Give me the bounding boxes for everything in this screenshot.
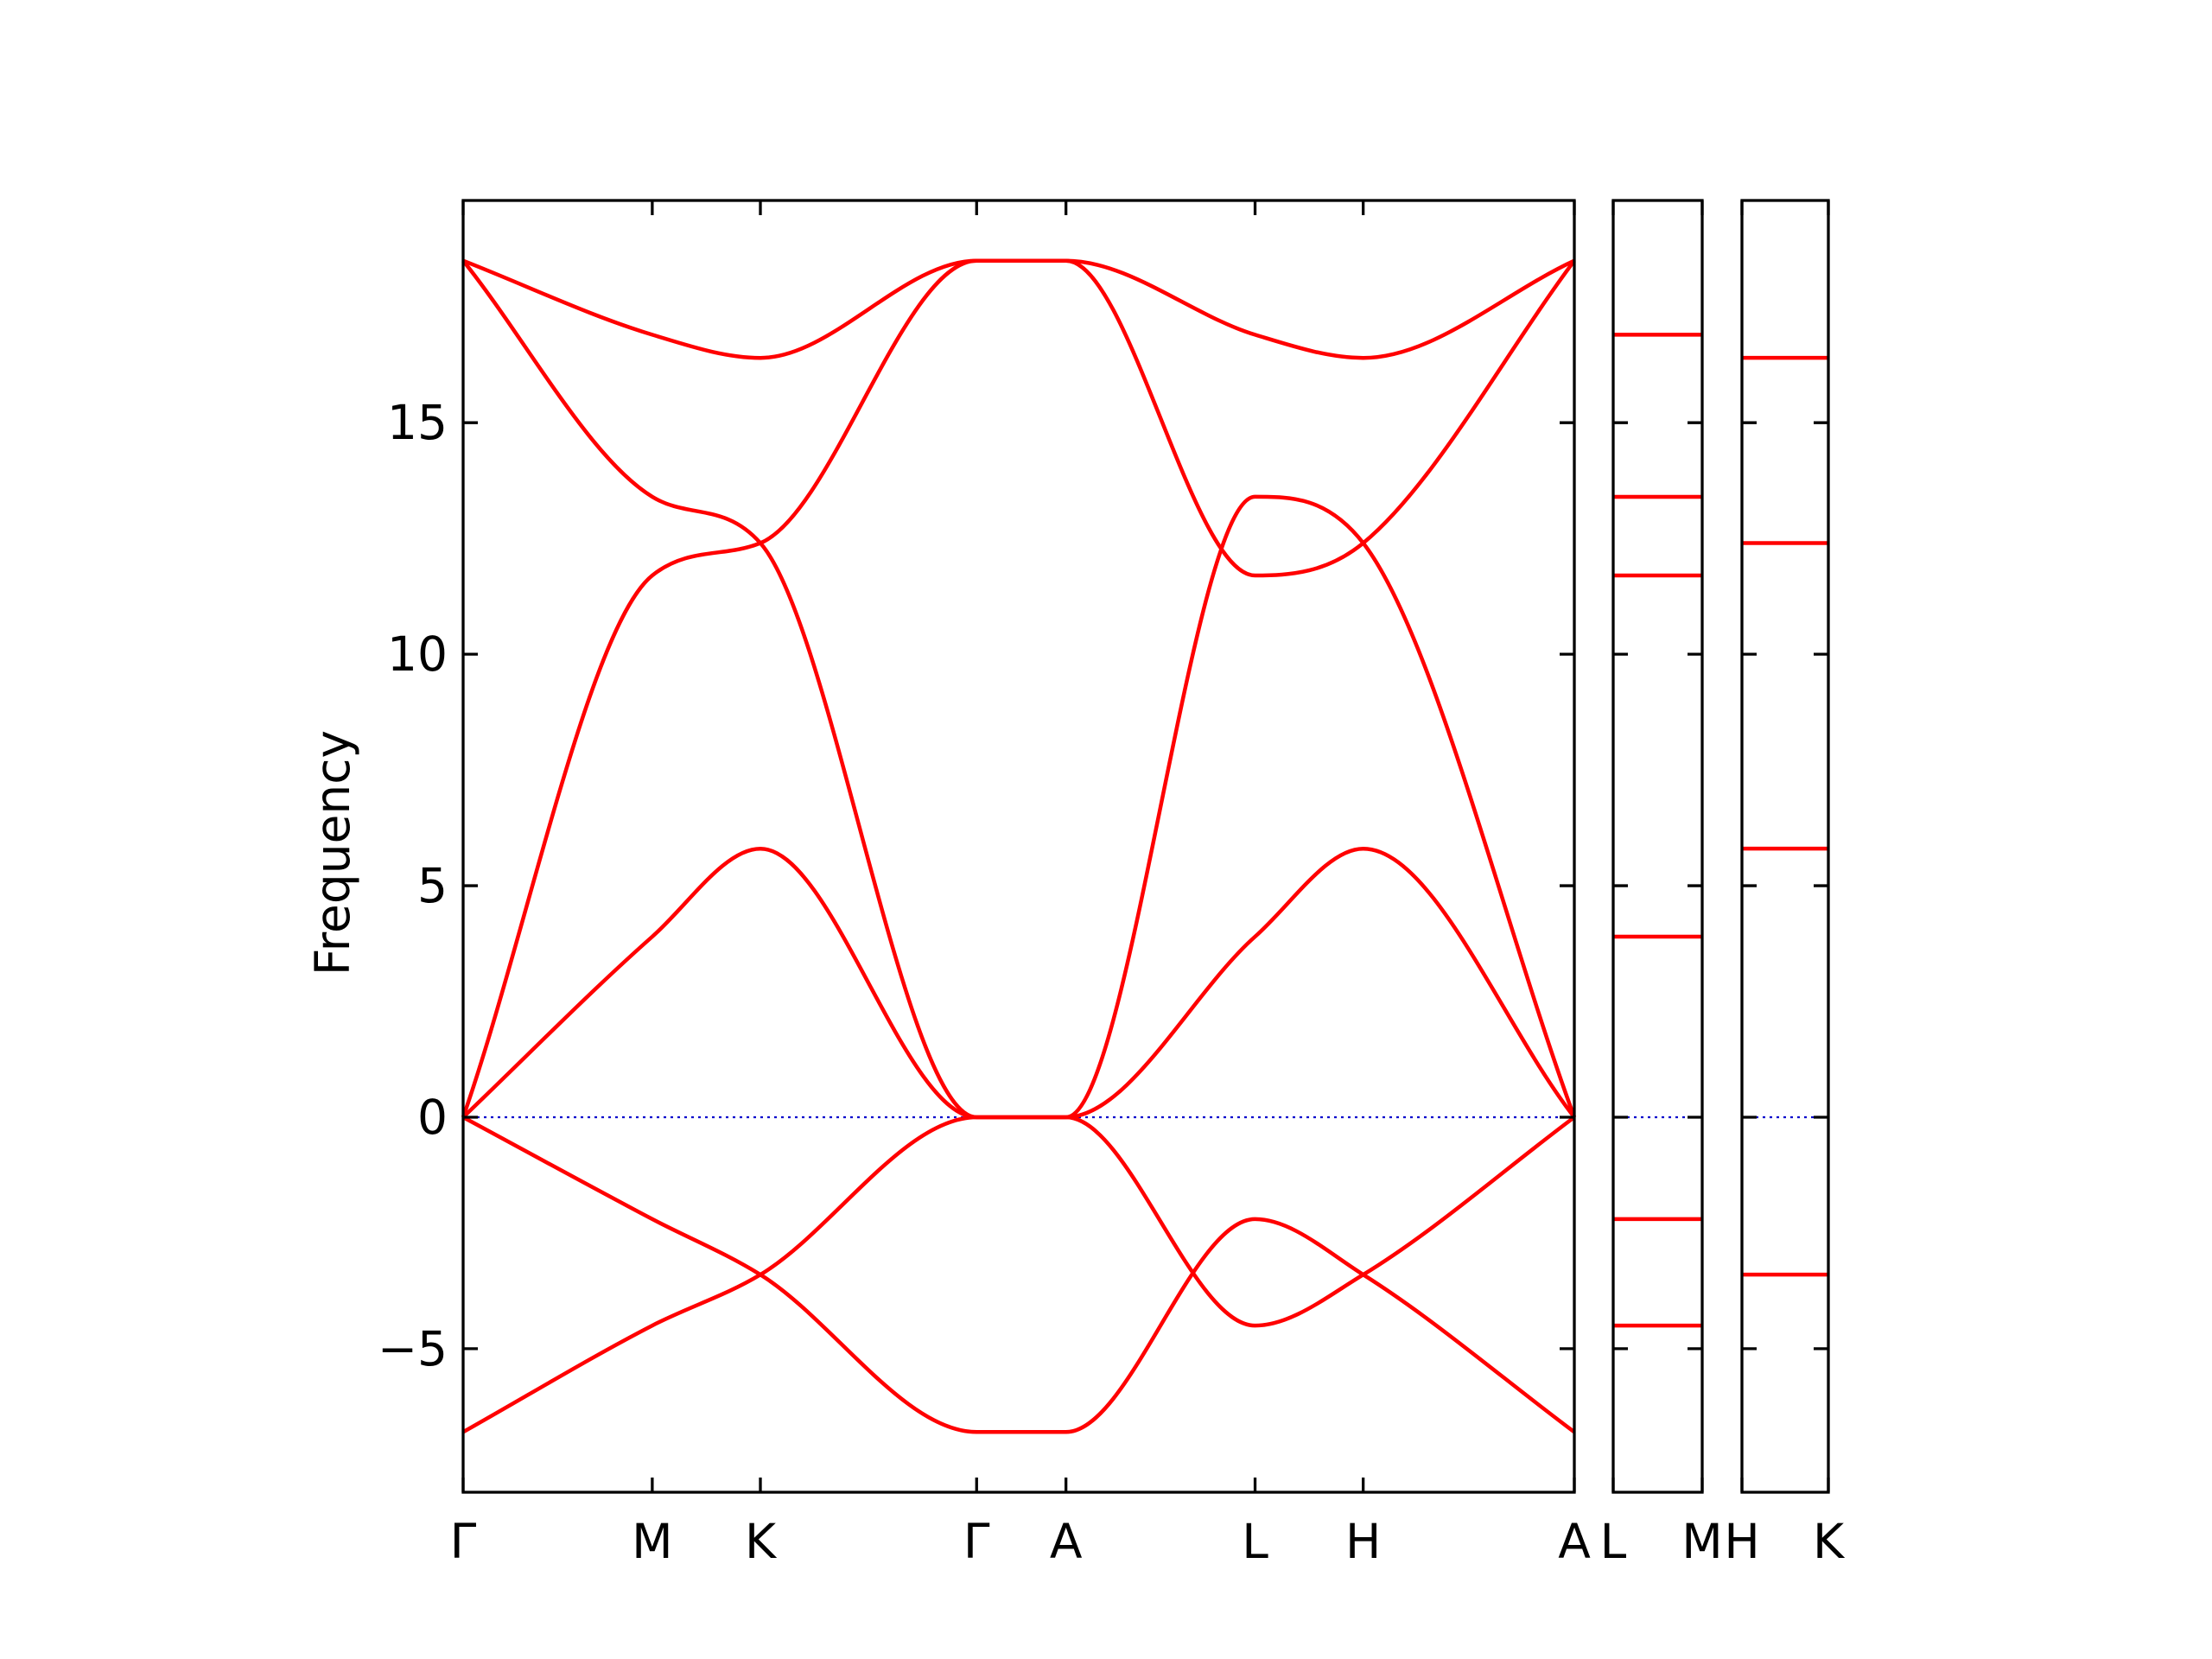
x-tick-label: M [632, 1514, 672, 1569]
x-tick-label: L [1242, 1514, 1268, 1569]
panel-1-frame [461, 199, 1576, 1494]
panel-2-frame [1611, 199, 1704, 1494]
y-tick-label: 10 [387, 626, 448, 682]
band-4-line [461, 258, 1576, 1118]
band-6-line [462, 258, 1575, 360]
x-tick-label: A [1050, 1514, 1083, 1569]
band-5-line [461, 259, 1577, 1120]
y-tick-label: 15 [387, 395, 448, 450]
x-tick-label: M [1681, 1514, 1722, 1569]
band-1-line [461, 1115, 1576, 1434]
y-tick-label: 0 [417, 1090, 448, 1145]
band-2-line [461, 1116, 1576, 1434]
x-tick-label: K [745, 1514, 778, 1569]
x-tick-label: Γ [450, 1514, 477, 1569]
x-tick-label: H [1345, 1514, 1381, 1569]
bands [461, 258, 1828, 1434]
x-tick-label: A [1558, 1514, 1591, 1569]
x-tick-label: L [1600, 1514, 1627, 1569]
x-tick-label: Γ [963, 1514, 990, 1569]
panel-3-frame [1740, 199, 1830, 1494]
y-axis-title: Frequency [305, 730, 360, 976]
axis-ticks [461, 200, 1830, 1492]
y-tick-label: −5 [378, 1321, 448, 1376]
x-tick-label: H [1724, 1514, 1759, 1569]
panel-frames [461, 199, 1830, 1494]
band-3-line [461, 846, 1576, 1120]
x-tick-label: K [1813, 1514, 1846, 1569]
y-tick-label: 5 [417, 858, 448, 913]
